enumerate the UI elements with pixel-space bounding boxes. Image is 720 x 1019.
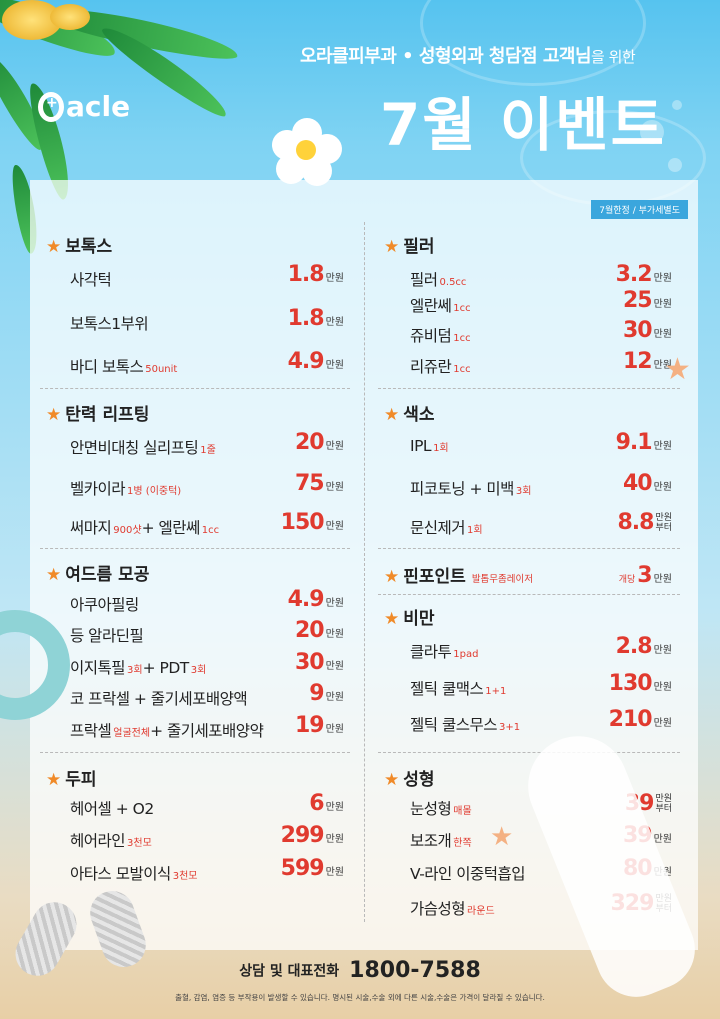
price: 3.2 만원 bbox=[615, 262, 672, 287]
list-item: 피코토닝 + 미백 3회 bbox=[410, 480, 532, 498]
limited-badge: 7월한정 / 부가세별도 bbox=[591, 200, 688, 219]
star-icon: ★ bbox=[46, 565, 62, 585]
list-item: 클라투 1pad bbox=[410, 643, 479, 661]
star-icon: ★ bbox=[384, 567, 400, 587]
price: 20 만원 bbox=[294, 430, 344, 455]
price: 150 만원 bbox=[280, 510, 344, 535]
header-subtitle-tail: 을 위한 bbox=[591, 48, 636, 66]
brand-logo: acle bbox=[38, 88, 130, 123]
section-title-scalp: ★ 두피 bbox=[46, 770, 97, 790]
price: 개당3 만원 bbox=[618, 563, 672, 588]
section-divider bbox=[40, 388, 350, 389]
list-item: 바디 보톡스 50unit bbox=[70, 358, 178, 376]
list-item: IPL 1회 bbox=[410, 437, 449, 455]
list-item: 리쥬란 1cc bbox=[410, 358, 471, 376]
list-item: 이지톡필 3회+ PDT 3회 bbox=[70, 659, 207, 677]
section-title-filler: ★ 필러 bbox=[384, 237, 435, 257]
section-title-diet: ★ 비만 bbox=[384, 609, 435, 629]
price: 599 만원 bbox=[280, 856, 344, 881]
star-icon: ★ bbox=[46, 405, 62, 425]
price: 25 만원 bbox=[622, 288, 672, 313]
list-item: 써마지 900샷+ 엘란쎄 1cc bbox=[70, 519, 220, 537]
list-item: 아쿠아필링 bbox=[70, 596, 139, 614]
starfish-icon: ★ bbox=[664, 352, 691, 387]
list-item: 벨카이라 1병 (이중턱) bbox=[70, 480, 182, 498]
price: 20 만원 bbox=[294, 618, 344, 643]
contact-label: 상담 및 대표전화 bbox=[239, 963, 340, 980]
price: 75 만원 bbox=[294, 471, 344, 496]
star-icon: ★ bbox=[384, 609, 400, 629]
list-item: 코 프락셀 + 줄기세포배양액 bbox=[70, 690, 248, 708]
price: 9.1 만원 bbox=[615, 430, 672, 455]
list-item: 엘란쎄 1cc bbox=[410, 297, 471, 315]
section-title-pinpoint: ★ 핀포인트 발톱무좀레이저 bbox=[384, 567, 533, 587]
section-title-pigment: ★ 색소 bbox=[384, 405, 435, 425]
price: 1.8 만원 bbox=[287, 262, 344, 287]
starfish-icon: ★ bbox=[490, 822, 514, 852]
price: 4.9 만원 bbox=[287, 587, 344, 612]
list-item: 사각턱 bbox=[70, 271, 112, 289]
star-icon: ★ bbox=[46, 237, 62, 257]
section-divider bbox=[378, 388, 680, 389]
page-title: 7월 이벤트 bbox=[380, 91, 666, 159]
logo-text: acle bbox=[66, 90, 131, 123]
list-item: 문신제거 1회 bbox=[410, 519, 483, 537]
header-subtitle-main: 오라클피부과 • 성형외과 청담점 고객님 bbox=[300, 46, 592, 67]
plumeria-flower-icon bbox=[266, 111, 348, 189]
list-item: 헤어라인 3천모 bbox=[70, 832, 152, 850]
price: 12 만원 bbox=[622, 349, 672, 374]
price: 9 만원 bbox=[309, 681, 344, 706]
price: 30 만원 bbox=[294, 650, 344, 675]
price: 8.8 만원 부터 bbox=[617, 510, 672, 535]
section-title-botox: ★ 보톡스 bbox=[46, 237, 113, 257]
section-divider bbox=[378, 594, 680, 595]
list-item: 젤틱 쿨스무스 3+1 bbox=[410, 716, 521, 734]
section-divider bbox=[40, 548, 350, 549]
star-icon: ★ bbox=[46, 770, 62, 790]
price: 210 만원 bbox=[608, 707, 672, 732]
price: 30 만원 bbox=[622, 318, 672, 343]
price: 130 만원 bbox=[608, 671, 672, 696]
disclaimer: 출혈, 감염, 염증 등 부작용이 발생할 수 있습니다. 명시된 시술,수술 … bbox=[175, 993, 545, 1002]
price: 6 만원 bbox=[309, 791, 344, 816]
list-item: 가슴성형 라운드 bbox=[410, 900, 495, 918]
section-divider bbox=[378, 548, 680, 549]
bubble bbox=[640, 120, 664, 144]
column-divider bbox=[364, 222, 365, 922]
list-item: 프락셀 얼굴전체+ 줄기세포배양약 bbox=[70, 722, 264, 740]
star-icon: ★ bbox=[384, 237, 400, 257]
price: 2.8 만원 bbox=[615, 634, 672, 659]
bubble bbox=[668, 158, 682, 172]
list-item: 안면비대칭 실리프팅 1줄 bbox=[70, 439, 216, 457]
star-icon: ★ bbox=[384, 405, 400, 425]
list-item: 보톡스1부위 bbox=[70, 315, 149, 333]
section-divider bbox=[40, 752, 350, 753]
list-item: 눈성형 매몰 bbox=[410, 800, 472, 818]
section-divider bbox=[378, 752, 680, 753]
logo-mark-icon bbox=[38, 91, 64, 122]
list-item: 보조개 한쪽 bbox=[410, 832, 472, 850]
list-item: 아타스 모발이식 3천모 bbox=[70, 865, 198, 883]
price: 299 만원 bbox=[280, 823, 344, 848]
section-title-lifting: ★ 탄력 리프팅 bbox=[46, 405, 150, 425]
phone-number[interactable]: 1800-7588 bbox=[349, 958, 481, 983]
price: 1.8 만원 bbox=[287, 306, 344, 331]
list-item: V-라인 이중턱흡입 bbox=[410, 865, 526, 883]
list-item: 필러 0.5cc bbox=[410, 271, 467, 289]
list-item: 등 알라딘필 bbox=[70, 627, 144, 645]
section-title-surgery: ★ 성형 bbox=[384, 770, 435, 790]
price: 4.9 만원 bbox=[287, 349, 344, 374]
bubble bbox=[672, 100, 682, 110]
list-item: 젤틱 쿨맥스 1+1 bbox=[410, 680, 507, 698]
list-item: 헤어셀 + O2 bbox=[70, 800, 154, 818]
contact-bar: 상담 및 대표전화 1800-7588 bbox=[0, 958, 720, 983]
star-icon: ★ bbox=[384, 770, 400, 790]
price: 19 만원 bbox=[294, 713, 344, 738]
list-item: 쥬비덤 1cc bbox=[410, 327, 471, 345]
section-title-acne: ★ 여드름 모공 bbox=[46, 565, 150, 585]
price: 40 만원 bbox=[622, 471, 672, 496]
header-subtitle: 오라클피부과 • 성형외과 청담점 고객님을 위한 bbox=[300, 42, 636, 68]
